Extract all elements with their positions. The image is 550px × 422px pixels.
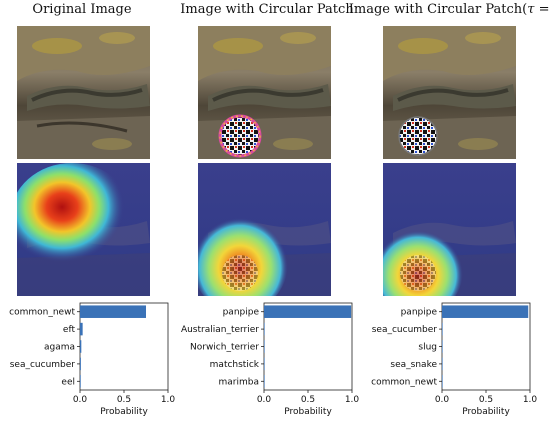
- bar-panpipe: [264, 305, 352, 318]
- heatmap-patch: [198, 163, 331, 296]
- x-tick-label: 0.5: [117, 395, 131, 405]
- bar-agama: [80, 340, 82, 353]
- bar-Norwich_terrier: [264, 340, 265, 353]
- column-title-original: Original Image: [32, 2, 132, 17]
- category-label: marimba: [219, 377, 259, 387]
- bar-marimba: [264, 375, 265, 388]
- column-title-patch-tau: Image with Circular Patch(τ = 50): [348, 2, 550, 17]
- bar-Australian_terrier: [264, 322, 265, 336]
- bar-chart-2: panpipe Australian_terrier Norwich_terrier…: [181, 302, 360, 417]
- category-label: common_newt: [9, 308, 75, 318]
- heatmap-original: [17, 163, 150, 296]
- x-tick-label: 1.0: [523, 395, 538, 405]
- category-label: agama: [44, 343, 75, 353]
- tau-symbol: τ: [527, 2, 535, 17]
- category-label: eel: [61, 377, 75, 387]
- category-label: Australian_terrier: [181, 325, 259, 335]
- bar-panpipe: [442, 305, 529, 318]
- category-label: eft: [63, 325, 76, 335]
- x-tick-label: 0.5: [301, 395, 315, 405]
- bar-matchstick: [264, 357, 265, 371]
- bar-common_newt: [442, 375, 443, 388]
- category-label: common_newt: [371, 377, 437, 387]
- category-label: sea_snake: [390, 360, 437, 370]
- photo-original: [17, 26, 150, 159]
- bar-eft: [80, 322, 83, 336]
- category-label: slug: [418, 343, 437, 353]
- bar-common_newt: [80, 305, 146, 318]
- bar-sea_snake: [442, 357, 443, 371]
- bar-sea_cucumber: [442, 322, 443, 336]
- category-label: sea_cucumber: [372, 325, 438, 335]
- bar-slug: [442, 340, 443, 353]
- column-title-patch: Image with Circular Patch: [180, 2, 354, 17]
- bar-eel: [80, 375, 81, 388]
- x-tick-label: 0.5: [479, 395, 493, 405]
- photo-patch: [198, 26, 331, 159]
- category-label: panpipe: [401, 308, 438, 318]
- x-tick-label: 1.0: [161, 395, 176, 405]
- photo-patch-tau: [383, 26, 516, 159]
- x-tick-label: 0.0: [257, 395, 272, 405]
- bar-sea_cucumber: [80, 357, 81, 371]
- category-label: matchstick: [210, 360, 260, 370]
- x-tick-label: 0.0: [435, 395, 450, 405]
- x-axis-label: Probability: [100, 407, 148, 417]
- x-tick-label: 0.0: [73, 395, 88, 405]
- x-axis-label: Probability: [462, 407, 510, 417]
- x-tick-label: 1.0: [345, 395, 360, 405]
- category-label: Norwich_terrier: [190, 343, 259, 353]
- heatmap-patch-tau: [383, 163, 516, 296]
- category-label: panpipe: [223, 308, 260, 318]
- category-label: sea_cucumber: [10, 360, 76, 370]
- x-axis-label: Probability: [284, 407, 332, 417]
